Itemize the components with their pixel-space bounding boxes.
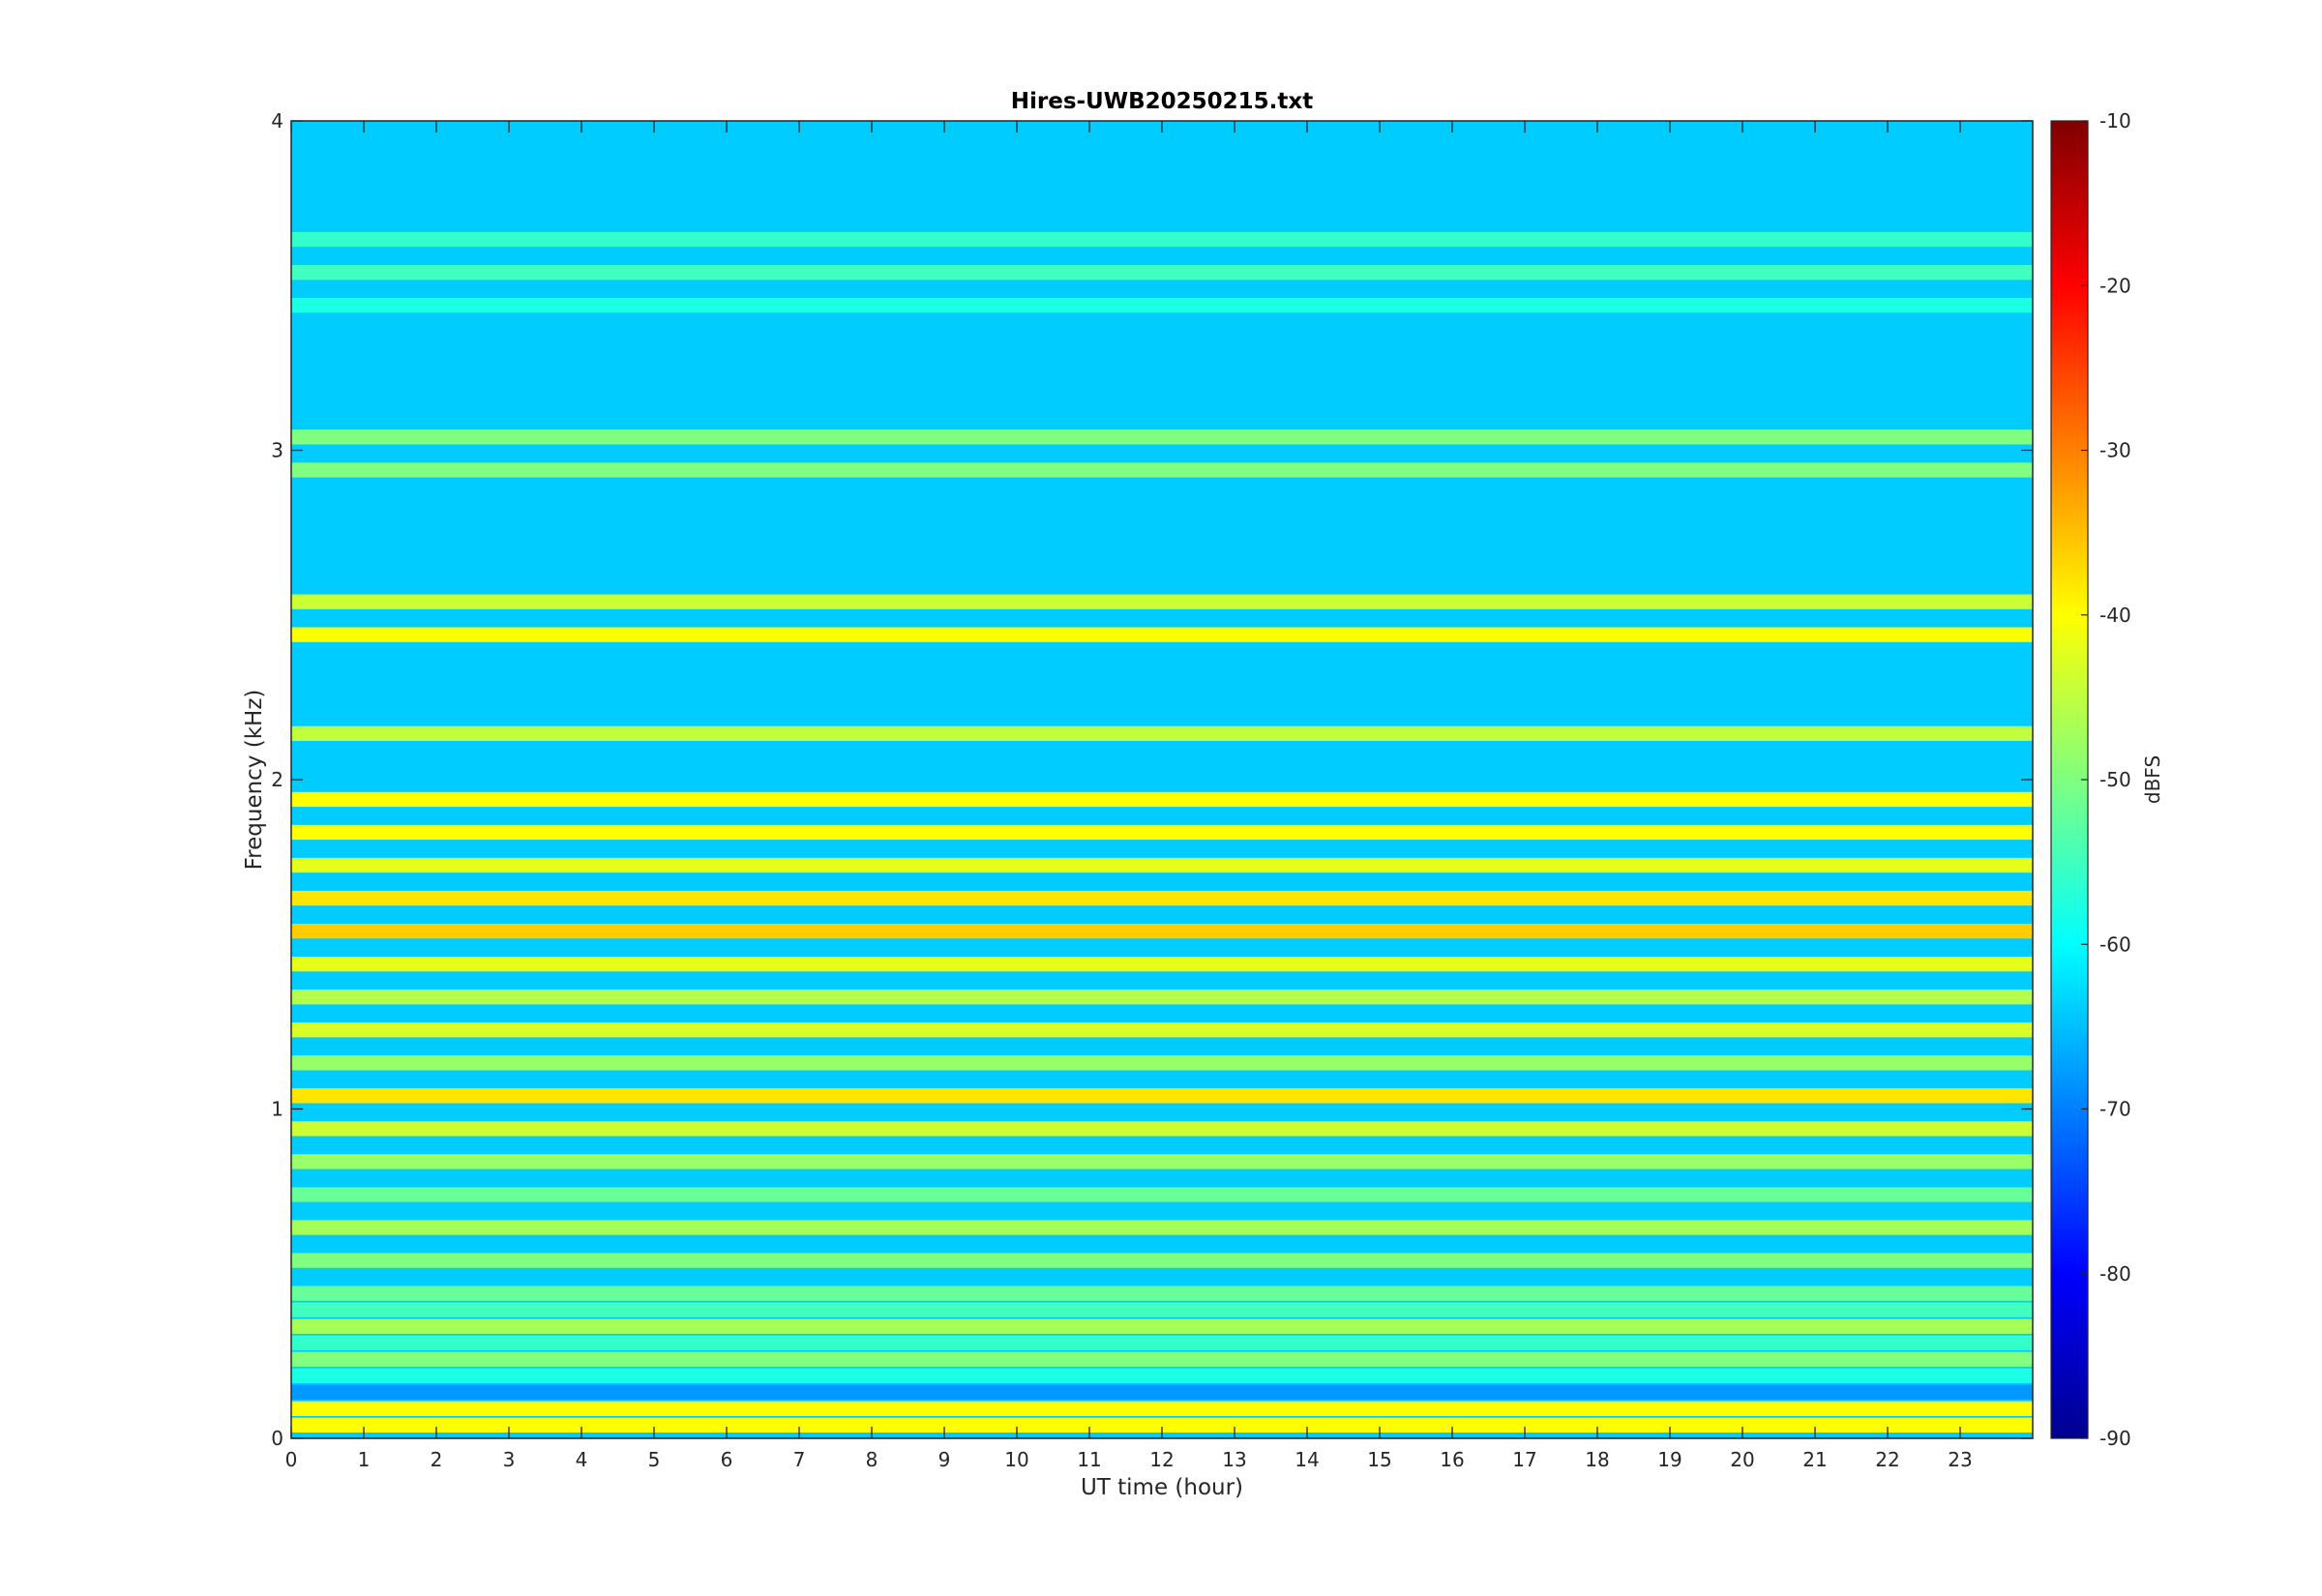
frequency-band-4 xyxy=(291,1351,2033,1367)
frequency-band-9 xyxy=(291,1253,2033,1268)
x-tick-label: 1 xyxy=(358,1448,371,1471)
x-tick-label: 8 xyxy=(866,1448,878,1471)
frequency-band-25 xyxy=(291,627,2033,642)
frequency-band-30 xyxy=(291,265,2033,281)
y-axis-label: Frequency (kHz) xyxy=(242,690,267,871)
frequency-band-28 xyxy=(291,429,2033,445)
x-tick-label: 5 xyxy=(648,1448,661,1471)
x-tick-label: 16 xyxy=(1440,1448,1464,1471)
x-axis-label: UT time (hour) xyxy=(1081,1475,1243,1500)
frequency-band-21 xyxy=(291,857,2033,873)
x-tick-label: 3 xyxy=(503,1448,516,1471)
frequency-band-10 xyxy=(291,1220,2033,1235)
x-tick-label: 2 xyxy=(431,1448,443,1471)
x-tick-label: 7 xyxy=(793,1448,806,1471)
x-tick-label: 18 xyxy=(1585,1448,1609,1471)
frequency-band-11 xyxy=(291,1187,2033,1202)
heatmap-bands xyxy=(291,165,2033,1433)
heatmap-background xyxy=(291,121,2033,1438)
x-tick-label: 23 xyxy=(1948,1448,1972,1471)
x-tick-label: 4 xyxy=(576,1448,588,1471)
colorbar-ticks: -90 -80 -70 -60 -50 -40 -30 -20 -10 xyxy=(2081,109,2131,1450)
frequency-band-19 xyxy=(291,924,2033,939)
y-tick-label: 4 xyxy=(271,109,283,133)
frequency-band-14 xyxy=(291,1088,2033,1104)
y-tick-label: 0 xyxy=(271,1427,283,1450)
x-tick-label: 20 xyxy=(1730,1448,1754,1471)
colorbar: -90 -80 -70 -60 -50 -40 -30 -20 -10 dBFS xyxy=(2050,109,2164,1450)
x-tick-label: 11 xyxy=(1077,1448,1101,1471)
x-tick-label: 12 xyxy=(1149,1448,1174,1471)
colorbar-tick-label: -40 xyxy=(2099,604,2131,627)
x-tick-label: 13 xyxy=(1222,1448,1246,1471)
spectrogram-plot-area: 0 1 2 3 4 5 6 7 8 9 10 11 12 13 14 15 16 17 18 19 20 21 22 23 0… xyxy=(271,109,2034,1471)
frequency-band-31 xyxy=(291,231,2033,248)
x-tick-label: 19 xyxy=(1657,1448,1682,1471)
colorbar-label: dBFS xyxy=(2141,755,2164,804)
frequency-band-6 xyxy=(291,1318,2033,1334)
frequency-band-24 xyxy=(291,725,2033,741)
x-tick-label: 6 xyxy=(721,1448,733,1471)
frequency-band-3 xyxy=(291,1368,2033,1383)
x-tick-label: 10 xyxy=(1004,1448,1028,1471)
chart-title: Hires-UWB20250215.txt xyxy=(1011,89,1313,114)
x-tick-label: 22 xyxy=(1875,1448,1899,1471)
y-axis-ticks: 0 1 2 3 4 xyxy=(271,109,2033,1450)
colorbar-tick-label: -20 xyxy=(2099,274,2131,297)
frequency-band-7 xyxy=(291,1302,2033,1317)
colorbar-tick-label: -70 xyxy=(2099,1098,2131,1121)
x-tick-label: 9 xyxy=(938,1448,951,1471)
frequency-band-20 xyxy=(291,890,2033,906)
y-tick-label: 1 xyxy=(271,1098,283,1121)
frequency-band-12 xyxy=(291,1154,2033,1169)
frequency-band-26 xyxy=(291,594,2033,609)
frequency-band-16 xyxy=(291,1022,2033,1038)
colorbar-tick-label: -30 xyxy=(2099,439,2131,462)
frequency-band-32 xyxy=(291,165,2033,182)
x-axis-ticks: 0 1 2 3 4 5 6 7 8 9 10 11 12 13 14 15 16 17 18 19 20 21 22 23 xyxy=(285,121,1973,1471)
frequency-band-17 xyxy=(291,990,2033,1005)
colorbar-tick-label: -90 xyxy=(2099,1427,2131,1450)
frequency-band-13 xyxy=(291,1121,2033,1137)
x-tick-label: 0 xyxy=(285,1448,298,1471)
frequency-band-22 xyxy=(291,824,2033,841)
y-tick-label: 2 xyxy=(271,768,283,791)
x-tick-label: 15 xyxy=(1367,1448,1391,1471)
y-tick-label: 3 xyxy=(271,439,283,462)
frequency-band-29 xyxy=(291,298,2033,313)
colorbar-tick-label: -60 xyxy=(2099,932,2131,956)
frequency-band-27 xyxy=(291,462,2033,478)
x-tick-label: 17 xyxy=(1512,1448,1536,1471)
frequency-band-23 xyxy=(291,791,2033,808)
x-tick-label: 14 xyxy=(1295,1448,1319,1471)
frequency-band-2 xyxy=(291,1384,2033,1400)
colorbar-tick-label: -80 xyxy=(2099,1262,2131,1286)
colorbar-tick-label: -10 xyxy=(2099,109,2131,133)
frequency-band-5 xyxy=(291,1335,2033,1350)
frequency-band-1 xyxy=(291,1401,2033,1416)
frequency-band-8 xyxy=(291,1286,2033,1301)
frequency-band-18 xyxy=(291,957,2033,972)
x-tick-label: 21 xyxy=(1802,1448,1827,1471)
colorbar-tick-label: -50 xyxy=(2099,768,2131,791)
frequency-band-15 xyxy=(291,1055,2033,1071)
